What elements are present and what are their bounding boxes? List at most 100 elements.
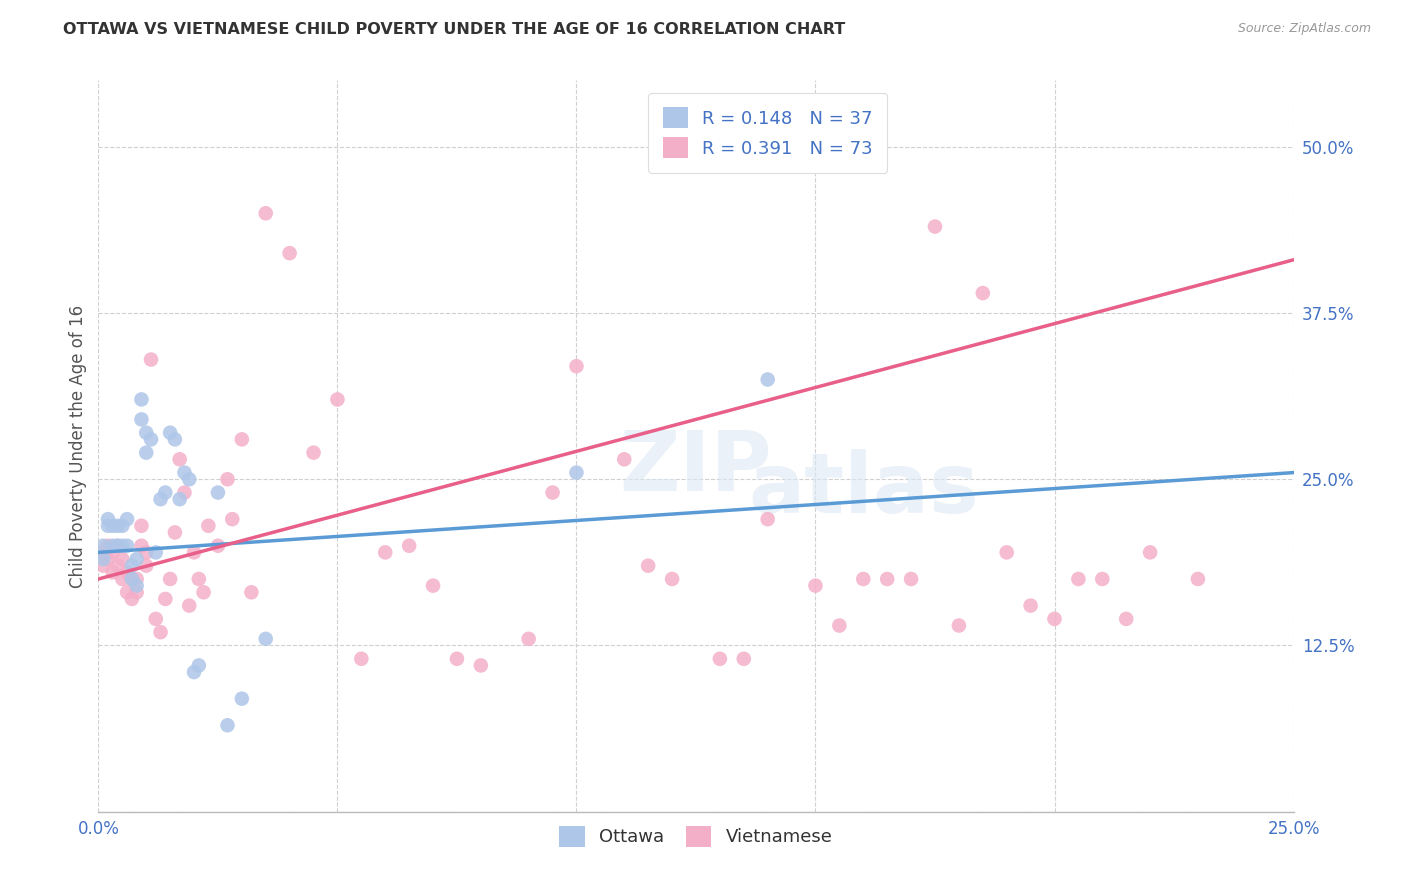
Point <box>852 572 875 586</box>
Point <box>155 591 177 606</box>
Point <box>173 466 195 480</box>
Point <box>179 599 201 613</box>
Point <box>115 566 138 580</box>
Point <box>121 572 143 586</box>
Point <box>924 219 946 234</box>
Point <box>398 539 420 553</box>
Point <box>231 691 253 706</box>
Point <box>139 352 162 367</box>
Point <box>121 591 143 606</box>
Point <box>101 545 124 559</box>
Point <box>470 658 492 673</box>
Point <box>1187 572 1209 586</box>
Point <box>131 539 153 553</box>
Point <box>1115 612 1137 626</box>
Point <box>131 412 153 426</box>
Point <box>183 545 205 559</box>
Point <box>121 572 143 586</box>
Point <box>995 545 1018 559</box>
Point <box>125 572 148 586</box>
Point <box>302 445 325 459</box>
Point <box>446 652 468 666</box>
Point <box>217 718 239 732</box>
Point <box>1067 572 1090 586</box>
Point <box>91 552 114 566</box>
Point <box>111 572 134 586</box>
Text: ZIP: ZIP <box>620 427 772 508</box>
Point <box>149 492 172 507</box>
Point <box>709 652 731 666</box>
Point <box>125 579 148 593</box>
Point <box>254 632 277 646</box>
Point <box>733 652 755 666</box>
Point <box>828 618 851 632</box>
Point <box>278 246 301 260</box>
Point <box>1139 545 1161 559</box>
Point <box>876 572 898 586</box>
Y-axis label: Child Poverty Under the Age of 16: Child Poverty Under the Age of 16 <box>69 304 87 588</box>
Point <box>197 518 219 533</box>
Point <box>565 466 588 480</box>
Point <box>115 539 138 553</box>
Point <box>139 433 162 447</box>
Point <box>374 545 396 559</box>
Point <box>193 585 215 599</box>
Point <box>173 485 195 500</box>
Point <box>254 206 277 220</box>
Point <box>97 552 120 566</box>
Point <box>101 539 124 553</box>
Point <box>187 572 209 586</box>
Point <box>135 445 157 459</box>
Point <box>804 579 827 593</box>
Point <box>107 539 129 553</box>
Point <box>91 558 114 573</box>
Point <box>135 558 157 573</box>
Point <box>125 552 148 566</box>
Point <box>1043 612 1066 626</box>
Point <box>101 518 124 533</box>
Point <box>107 539 129 553</box>
Point <box>135 545 157 559</box>
Point <box>159 572 181 586</box>
Point <box>900 572 922 586</box>
Point <box>163 433 186 447</box>
Point <box>145 545 167 559</box>
Point <box>155 485 177 500</box>
Point <box>149 625 172 640</box>
Point <box>350 652 373 666</box>
Text: atlas: atlas <box>748 450 979 531</box>
Point <box>541 485 564 500</box>
Point <box>145 612 167 626</box>
Point <box>1019 599 1042 613</box>
Point <box>115 512 138 526</box>
Point <box>422 579 444 593</box>
Point <box>972 286 994 301</box>
Point <box>187 658 209 673</box>
Point <box>183 665 205 679</box>
Point <box>948 618 970 632</box>
Point <box>107 558 129 573</box>
Point <box>1091 572 1114 586</box>
Point <box>613 452 636 467</box>
Point <box>326 392 349 407</box>
Point <box>97 512 120 526</box>
Text: Source: ZipAtlas.com: Source: ZipAtlas.com <box>1237 22 1371 36</box>
Point <box>163 525 186 540</box>
Point <box>661 572 683 586</box>
Point <box>115 585 138 599</box>
Point <box>111 552 134 566</box>
Point <box>107 518 129 533</box>
Point <box>207 539 229 553</box>
Point <box>97 539 120 553</box>
Point <box>135 425 157 440</box>
Point <box>217 472 239 486</box>
Point <box>169 492 191 507</box>
Point <box>131 518 153 533</box>
Point <box>517 632 540 646</box>
Point <box>756 512 779 526</box>
Point <box>637 558 659 573</box>
Legend: Ottawa, Vietnamese: Ottawa, Vietnamese <box>553 819 839 854</box>
Point <box>121 558 143 573</box>
Point <box>131 392 153 407</box>
Point <box>221 512 243 526</box>
